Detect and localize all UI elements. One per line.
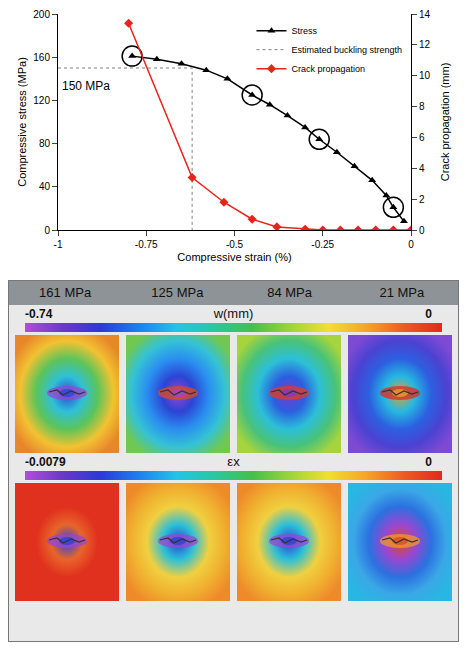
svg-text:80: 80 <box>39 138 51 149</box>
svg-text:10: 10 <box>419 70 431 81</box>
html-text:-0.0079: -0.0079 <box>25 455 66 469</box>
html-text:161 MPa: 161 MPa <box>39 285 92 300</box>
svg-text:150 MPa: 150 MPa <box>62 79 110 93</box>
svg-text:14: 14 <box>419 9 431 20</box>
html-text:0: 0 <box>425 455 432 469</box>
html-text:21 MPa: 21 MPa <box>379 285 425 300</box>
html-text:84 MPa: 84 MPa <box>267 285 312 300</box>
svg-text:200: 200 <box>33 9 50 20</box>
svg-text:8: 8 <box>419 101 425 112</box>
html-text:-0.74: -0.74 <box>25 307 53 321</box>
svg-text:Compressive strain (%): Compressive strain (%) <box>177 251 291 263</box>
svg-text:0: 0 <box>408 239 414 250</box>
svg-text:2: 2 <box>419 194 425 205</box>
svg-text:0: 0 <box>44 225 50 236</box>
svg-text:160: 160 <box>33 52 50 63</box>
svg-text:-0.25: -0.25 <box>311 239 334 250</box>
svg-text:-0.5: -0.5 <box>226 239 244 250</box>
svg-text:120: 120 <box>33 95 50 106</box>
svg-text:Crack propagation: Crack propagation <box>291 64 365 74</box>
html-text:125 MPa: 125 MPa <box>151 285 204 300</box>
svg-text:0: 0 <box>419 225 425 236</box>
svg-text:40: 40 <box>39 181 51 192</box>
svg-text:Estimated buckling strength: Estimated buckling strength <box>291 45 402 55</box>
svg-text:-0.75: -0.75 <box>135 239 158 250</box>
svg-text:12: 12 <box>419 39 431 50</box>
svg-text:4: 4 <box>419 163 425 174</box>
svg-text:Crack propagation (mm): Crack propagation (mm) <box>439 63 451 182</box>
svg-text:Stress: Stress <box>291 26 317 36</box>
html-text:εx: εx <box>227 454 240 469</box>
svg-text:6: 6 <box>419 132 425 143</box>
svg-text:Compressive stress (MPa): Compressive stress (MPa) <box>16 57 28 187</box>
html-text:w(mm): w(mm) <box>213 306 254 321</box>
html-text:0: 0 <box>425 307 432 321</box>
svg-text:-1: -1 <box>54 239 63 250</box>
